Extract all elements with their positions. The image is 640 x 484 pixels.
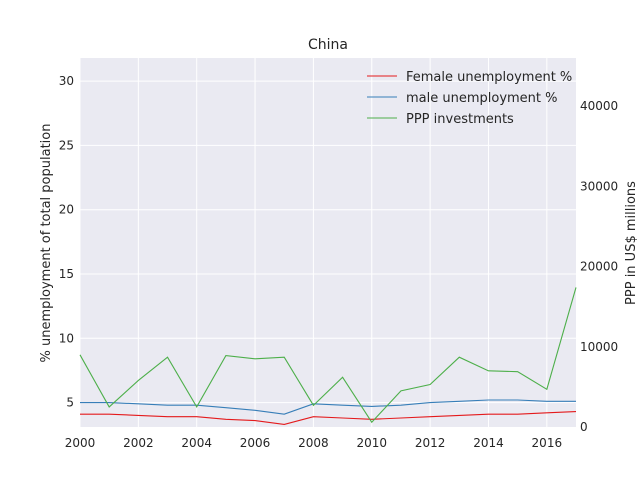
series-line-ppp-investments (79, 287, 577, 424)
left-y-axis-label: % unemployment of total population (39, 124, 54, 363)
x-tick-label: 2012 (415, 436, 446, 450)
legend-label: Female unemployment % (406, 70, 572, 85)
x-tick-label: 2004 (181, 436, 212, 450)
series-line-female-unemployment (80, 411, 577, 425)
left-y-axis-ticks: 5 10 15 20 25 30 (59, 74, 74, 409)
right-y-tick-label: 10000 (580, 340, 618, 354)
series-line-male-unemployment (80, 399, 576, 415)
right-y-axis-label: PPP in US$ millions (624, 181, 639, 305)
plot-area-background (80, 58, 576, 427)
x-tick-label: 2000 (65, 436, 96, 450)
left-y-tick-label: 5 (66, 396, 74, 410)
x-tick-label: 2010 (356, 436, 387, 450)
x-tick-label: 2008 (298, 436, 329, 450)
legend: Female unemployment % male unemployment %… (367, 70, 572, 127)
x-tick-label: 2006 (240, 436, 271, 450)
chart-title: China (308, 37, 348, 53)
left-y-tick-label: 25 (59, 138, 74, 152)
right-y-tick-label: 30000 (580, 179, 618, 193)
left-y-tick-label: 20 (59, 203, 74, 217)
series-lines (79, 287, 577, 425)
right-y-axis-ticks: 0 10000 20000 30000 40000 (580, 99, 618, 434)
legend-label: male unemployment % (406, 91, 558, 106)
right-y-tick-label: 40000 (580, 99, 618, 113)
x-tick-label: 2002 (123, 436, 154, 450)
left-y-tick-label: 15 (59, 267, 74, 281)
left-y-tick-label: 10 (59, 331, 74, 345)
x-tick-label: 2016 (532, 436, 563, 450)
legend-label: PPP investments (406, 112, 514, 127)
x-tick-label: 2014 (473, 436, 504, 450)
right-y-tick-label: 20000 (580, 260, 618, 274)
left-y-tick-label: 30 (59, 74, 74, 88)
x-axis-ticks: 2000 2002 2004 2006 2008 2010 2012 2014 2016 (65, 436, 562, 450)
gridlines (79, 58, 576, 427)
right-y-tick-label: 0 (580, 420, 588, 434)
